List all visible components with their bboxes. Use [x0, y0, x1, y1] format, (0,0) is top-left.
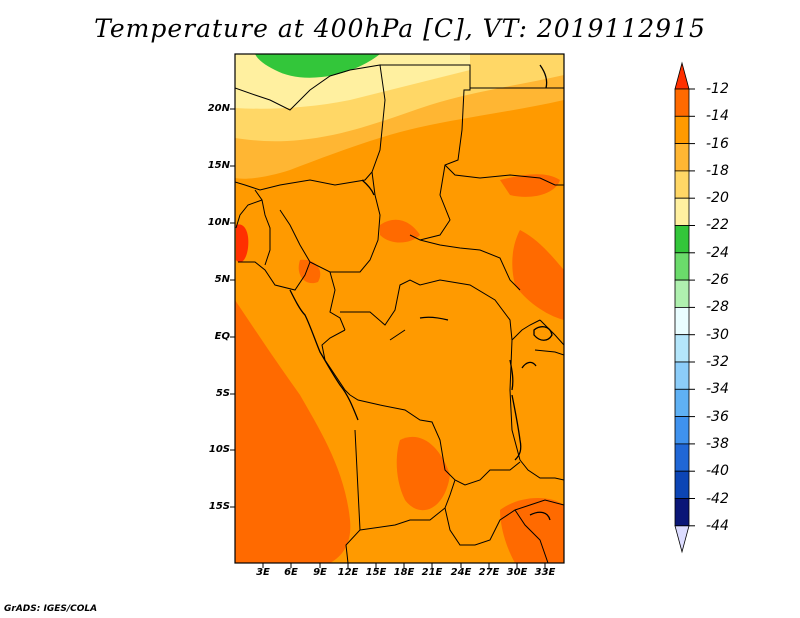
colorbar-swatch	[674, 334, 690, 363]
colorbar-label: -22	[706, 217, 729, 233]
colorbar-swatch	[674, 388, 690, 417]
colorbar-label: -26	[706, 272, 729, 288]
colorbar-swatch	[674, 470, 690, 499]
colorbar-swatch	[674, 498, 690, 527]
field-patch-central	[380, 219, 420, 243]
colorbar-label: -30	[706, 327, 729, 343]
country-borders	[235, 64, 564, 563]
credit-text: GrADS: IGES/COLA	[4, 604, 98, 614]
lon-label-12e: 12E	[337, 567, 359, 578]
colorbar-label: -20	[706, 190, 729, 206]
map-title: Temperature at 400hPa [C], VT: 201911291…	[94, 14, 706, 43]
colorbar-label: -32	[706, 354, 729, 370]
colorbar-swatch	[674, 143, 690, 172]
colorbar-swatch	[674, 306, 690, 336]
lakes-and-coast	[289, 64, 553, 521]
colorbar-swatch	[674, 197, 690, 226]
field-patch-southeast	[500, 498, 564, 563]
field-band-m22-m24	[255, 54, 380, 78]
field-patch-west-coast	[236, 224, 249, 263]
colorbar-swatch	[674, 88, 690, 117]
colorbar-label: -24	[706, 245, 729, 261]
map-frame	[234, 53, 565, 564]
colorbar-label: -28	[706, 299, 729, 315]
colorbar-swatch	[674, 115, 690, 145]
lat-ticks	[230, 108, 235, 508]
colorbar-label: -38	[706, 436, 729, 452]
lat-label-15n: 15N	[207, 160, 230, 171]
colorbar-label: -36	[706, 409, 729, 425]
lon-label-30e: 30E	[506, 567, 528, 578]
lon-label-9e: 9E	[313, 567, 327, 578]
colorbar-label: -16	[706, 136, 729, 152]
colorbar-label: -14	[706, 108, 729, 124]
temperature-field	[235, 54, 564, 563]
colorbar-label: -18	[706, 163, 729, 179]
lon-label-3e: 3E	[256, 567, 270, 578]
lat-label-10s: 10S	[208, 444, 230, 455]
colorbar-swatch	[674, 170, 690, 199]
lat-label-5s: 5S	[215, 388, 230, 399]
field-patch-cameroon	[298, 259, 321, 284]
colorbar-swatch	[674, 361, 690, 390]
lon-label-33e: 33E	[534, 567, 556, 578]
colorbar-max-arrow	[674, 61, 690, 90]
field-patch-south-central	[396, 436, 450, 511]
colorbar-swatch	[674, 443, 690, 472]
colorbar-min-arrow	[674, 525, 690, 554]
colorbar-swatch	[674, 225, 690, 254]
lon-label-27e: 27E	[478, 567, 500, 578]
colorbar-label: -44	[706, 518, 729, 534]
colorbar-swatch	[674, 252, 690, 281]
field-patch-east	[512, 230, 564, 320]
colorbar	[674, 61, 695, 554]
field-patch-southwest	[235, 300, 351, 563]
lon-ticks	[262, 563, 546, 568]
lat-label-20n: 20N	[207, 103, 230, 114]
lon-label-18e: 18E	[393, 567, 415, 578]
lon-label-24e: 24E	[450, 567, 472, 578]
lat-label-eq: EQ	[214, 331, 230, 342]
lat-label-5n: 5N	[214, 274, 230, 285]
lon-label-21e: 21E	[421, 567, 443, 578]
colorbar-swatch	[674, 279, 690, 308]
lon-label-6e: 6E	[284, 567, 298, 578]
colorbar-label: -42	[706, 491, 729, 507]
colorbar-swatch	[674, 416, 690, 445]
lat-label-10n: 10N	[207, 217, 230, 228]
colorbar-label: -40	[706, 463, 729, 479]
lat-label-15s: 15S	[208, 501, 230, 512]
lon-label-15e: 15E	[365, 567, 387, 578]
colorbar-label: -34	[706, 381, 729, 397]
colorbar-label: -12	[706, 81, 729, 97]
